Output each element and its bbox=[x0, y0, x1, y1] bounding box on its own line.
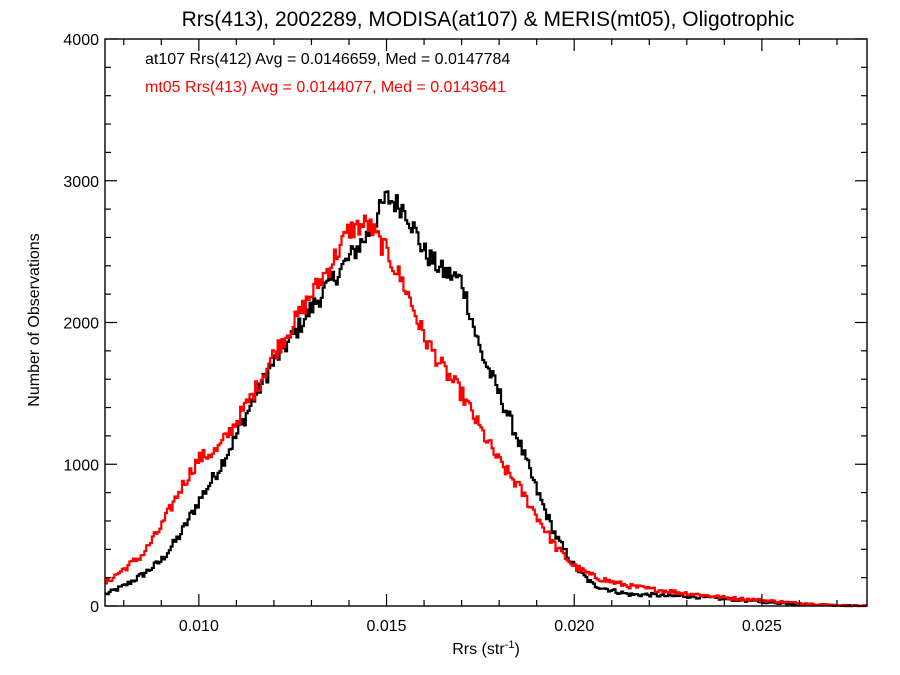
x-axis-label-sup: -1 bbox=[505, 639, 515, 651]
y-tick-label-0: 0 bbox=[90, 599, 99, 616]
x-axis-label-main: Rrs (str bbox=[452, 641, 505, 658]
y-axis-label: Number of Observations bbox=[26, 233, 43, 406]
y-axis: 0 1000 2000 3000 4000 bbox=[63, 32, 867, 616]
series-layer bbox=[105, 190, 867, 608]
y-tick-label-2: 2000 bbox=[63, 316, 99, 333]
x-tick-label-0: 0.010 bbox=[179, 618, 219, 635]
y-tick-label-4: 4000 bbox=[63, 32, 99, 49]
legend-mt05: mt05 Rrs(413) Avg = 0.0144077, Med = 0.0… bbox=[145, 79, 506, 96]
y-tick-label-3: 3000 bbox=[63, 174, 99, 191]
plot-frame bbox=[104, 38, 868, 607]
series-line-at107 bbox=[105, 190, 867, 608]
x-tick-label-2: 0.020 bbox=[554, 618, 594, 635]
x-axis-label-close: ) bbox=[514, 641, 519, 658]
x-axis: 0.010 0.015 0.020 0.025 bbox=[123, 39, 838, 635]
x-tick-label-1: 0.015 bbox=[367, 618, 407, 635]
x-axis-label: Rrs (str-1) bbox=[452, 639, 520, 658]
legend-at107: at107 Rrs(412) Avg = 0.0146659, Med = 0.… bbox=[145, 51, 510, 68]
y-tick-label-1: 1000 bbox=[63, 457, 99, 474]
x-tick-label-3: 0.025 bbox=[742, 618, 782, 635]
chart-title: Rrs(413), 2002289, MODISA(at107) & MERIS… bbox=[182, 8, 795, 31]
series-line-mt05 bbox=[105, 214, 867, 608]
